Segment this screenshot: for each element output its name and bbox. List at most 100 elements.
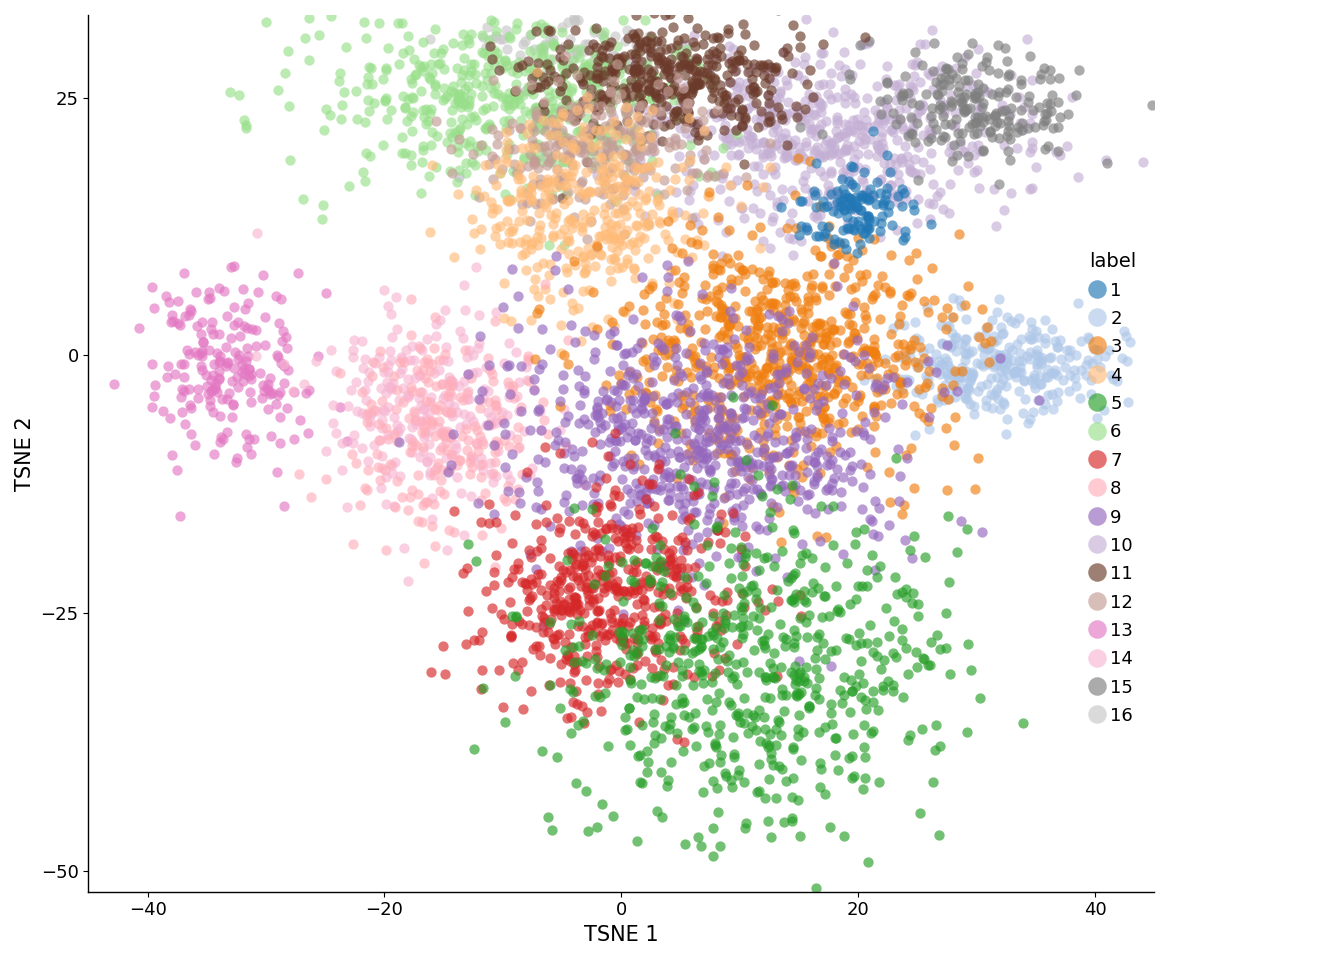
6 xyxy=(575,84,597,100)
14 xyxy=(469,458,491,473)
4 xyxy=(509,190,531,205)
9 xyxy=(603,455,625,470)
7 xyxy=(509,613,531,629)
3 xyxy=(767,348,789,363)
9 xyxy=(644,357,665,372)
11 xyxy=(754,76,775,91)
5 xyxy=(820,643,841,659)
9 xyxy=(699,462,720,477)
9 xyxy=(718,487,739,502)
13 xyxy=(160,315,181,330)
5 xyxy=(749,563,770,578)
5 xyxy=(809,724,831,739)
7 xyxy=(676,571,698,587)
11 xyxy=(794,102,816,117)
6 xyxy=(551,99,573,114)
5 xyxy=(884,569,906,585)
10 xyxy=(818,183,840,199)
9 xyxy=(758,306,780,322)
3 xyxy=(778,391,800,406)
6 xyxy=(445,96,466,111)
6 xyxy=(526,18,547,34)
6 xyxy=(528,40,550,56)
3 xyxy=(708,329,730,345)
2 xyxy=(1020,345,1042,360)
5 xyxy=(925,717,946,732)
3 xyxy=(633,286,655,301)
6 xyxy=(503,97,524,112)
9 xyxy=(761,470,782,486)
6 xyxy=(411,185,433,201)
9 xyxy=(617,450,638,466)
5 xyxy=(649,578,671,593)
3 xyxy=(677,316,699,331)
7 xyxy=(581,581,602,596)
8 xyxy=(507,481,528,496)
10 xyxy=(1011,123,1032,138)
4 xyxy=(599,216,621,231)
3 xyxy=(864,287,886,302)
3 xyxy=(810,377,832,393)
2 xyxy=(996,310,1017,325)
6 xyxy=(274,65,296,81)
12 xyxy=(551,105,573,120)
5 xyxy=(696,691,718,707)
7 xyxy=(552,563,574,578)
2 xyxy=(1077,352,1098,368)
12 xyxy=(648,76,669,91)
8 xyxy=(517,348,539,364)
9 xyxy=(809,534,831,549)
3 xyxy=(746,330,767,346)
7 xyxy=(613,523,634,539)
7 xyxy=(597,579,618,594)
5 xyxy=(957,636,978,651)
2 xyxy=(988,391,1009,406)
5 xyxy=(668,655,689,670)
8 xyxy=(370,344,391,359)
10 xyxy=(757,60,778,76)
9 xyxy=(716,418,738,433)
10 xyxy=(820,91,841,107)
8 xyxy=(375,420,396,436)
10 xyxy=(887,195,909,210)
9 xyxy=(554,445,575,461)
4 xyxy=(470,241,492,256)
3 xyxy=(935,420,957,436)
3 xyxy=(802,266,824,281)
10 xyxy=(726,122,747,137)
8 xyxy=(386,401,407,417)
3 xyxy=(900,337,922,352)
6 xyxy=(548,179,570,194)
15 xyxy=(960,100,981,115)
5 xyxy=(762,669,784,684)
4 xyxy=(542,114,563,130)
7 xyxy=(476,583,497,598)
9 xyxy=(804,505,825,520)
8 xyxy=(508,440,530,455)
2 xyxy=(954,390,976,405)
13 xyxy=(216,308,238,324)
5 xyxy=(702,641,723,657)
10 xyxy=(835,96,856,111)
14 xyxy=(384,410,406,425)
5 xyxy=(687,568,708,584)
7 xyxy=(638,477,660,492)
1 xyxy=(839,200,860,215)
6 xyxy=(501,63,523,79)
4 xyxy=(480,194,501,209)
10 xyxy=(777,140,798,156)
10 xyxy=(871,108,892,123)
5 xyxy=(655,718,676,733)
9 xyxy=(583,486,605,501)
7 xyxy=(478,496,500,512)
3 xyxy=(790,359,812,374)
3 xyxy=(646,403,668,419)
3 xyxy=(738,303,759,319)
7 xyxy=(569,514,590,529)
9 xyxy=(566,476,587,492)
8 xyxy=(383,369,405,384)
4 xyxy=(482,201,504,216)
6 xyxy=(476,100,497,115)
12 xyxy=(614,102,636,117)
7 xyxy=(607,533,629,548)
